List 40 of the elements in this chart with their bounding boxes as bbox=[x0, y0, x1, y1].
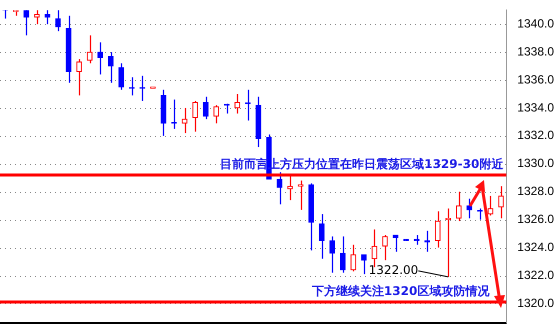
y-tick-label: 1338.0 bbox=[517, 44, 554, 58]
candlestick bbox=[392, 234, 398, 252]
candlestick bbox=[34, 10, 40, 25]
candlestick bbox=[55, 10, 61, 32]
candlestick bbox=[361, 254, 367, 275]
candlestick bbox=[298, 180, 304, 210]
candlestick bbox=[382, 234, 388, 261]
y-tick-label: 1324.0 bbox=[517, 240, 554, 254]
y-tick-label: 1328.0 bbox=[517, 184, 554, 198]
candlestick bbox=[350, 244, 356, 272]
candlestick bbox=[97, 42, 104, 76]
y-tick-label: 1340.0 bbox=[517, 16, 554, 30]
candlestick bbox=[76, 58, 82, 96]
candlestick bbox=[329, 236, 336, 274]
y-tick-label: 1320.0 bbox=[517, 296, 554, 310]
candlestick bbox=[24, 10, 30, 36]
candlestick bbox=[340, 236, 346, 274]
candlestick bbox=[276, 172, 282, 205]
candlestick bbox=[44, 10, 50, 25]
candlestick bbox=[213, 104, 220, 124]
candlestick bbox=[488, 195, 494, 216]
annotation: 1322.00 bbox=[368, 263, 418, 278]
candlestick bbox=[234, 93, 240, 114]
y-tick-label: 1334.0 bbox=[517, 100, 554, 114]
ref-line-label: 下方继续关注1320区域攻防情况 bbox=[310, 284, 490, 298]
candlestick bbox=[434, 210, 441, 248]
y-tick-label: 1332.0 bbox=[517, 128, 554, 142]
y-tick-label: 1336.0 bbox=[517, 72, 554, 86]
candlestick bbox=[498, 186, 504, 219]
y-tick-label: 1322.0 bbox=[517, 268, 554, 282]
candlestick bbox=[86, 34, 92, 64]
candlestick bbox=[108, 51, 114, 84]
y-tick-label: 1330.0 bbox=[517, 156, 554, 170]
candlestick bbox=[318, 213, 325, 260]
candlestick bbox=[202, 96, 209, 120]
candlestick bbox=[118, 62, 124, 90]
candlestick bbox=[192, 100, 198, 132]
y-tick-label: 1326.0 bbox=[517, 212, 554, 226]
candlestick bbox=[456, 191, 462, 222]
candlestick bbox=[445, 208, 452, 278]
